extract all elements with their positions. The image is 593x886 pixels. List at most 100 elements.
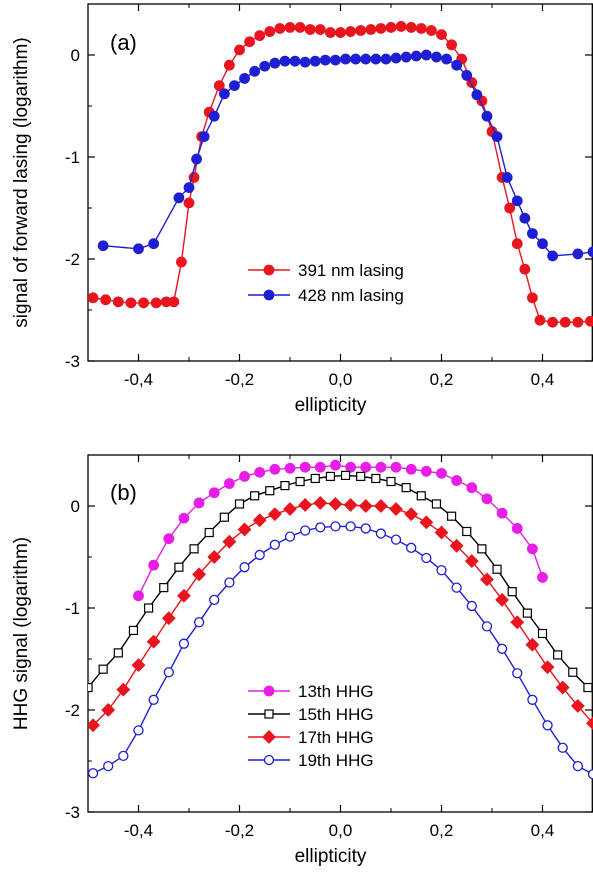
data-point (421, 552, 432, 564)
legend-label: 19th HHG (298, 751, 374, 770)
x-axis-title: ellipticity (295, 395, 367, 416)
data-point (133, 590, 144, 602)
series-line (88, 474, 589, 689)
data-point (192, 567, 207, 582)
series-17th-hhg (88, 496, 593, 733)
legend-marker (263, 754, 275, 766)
series-15th-hhg (88, 470, 593, 693)
data-point (265, 486, 275, 496)
data-point (330, 521, 341, 532)
chart-panel-b: -0,4 -0,2 0,0 0,2 0,4 0 -1 -2 -3 ellipticity HHG s… (11, 454, 593, 867)
y-tick-label: -3 (65, 803, 80, 822)
series-19th-hhg (88, 521, 593, 780)
legend-entry: 391 nm lasing (248, 261, 404, 280)
data-point (389, 502, 403, 516)
data-point (405, 22, 417, 33)
data-point (431, 51, 442, 63)
data-point (289, 55, 301, 67)
data-point (148, 559, 160, 571)
data-point (404, 507, 419, 522)
data-point (189, 544, 199, 554)
data-point (113, 648, 123, 658)
data-point (239, 471, 250, 482)
data-point (370, 53, 382, 65)
data-point (254, 466, 266, 478)
data-point (471, 89, 483, 101)
data-point (98, 664, 108, 674)
data-point (587, 769, 593, 780)
data-point (116, 682, 131, 697)
data-point (100, 294, 112, 306)
data-point (419, 515, 434, 530)
data-point (537, 628, 548, 639)
data-point (527, 292, 538, 304)
data-point (174, 562, 184, 572)
data-point (371, 473, 381, 484)
data-point (274, 23, 286, 34)
data-point (436, 467, 447, 479)
data-point (269, 57, 281, 69)
data-point (208, 487, 220, 499)
data-point (249, 65, 261, 77)
data-point (360, 523, 371, 534)
data-point (373, 499, 388, 513)
data-point (219, 512, 229, 522)
data-point (295, 476, 305, 487)
data-point (547, 250, 558, 262)
series-line (103, 54, 593, 257)
data-point (350, 53, 362, 65)
data-point (511, 238, 523, 250)
y-tick-label: 0 (71, 46, 80, 65)
data-point (280, 481, 290, 491)
data-point (252, 513, 267, 528)
data-point (481, 493, 493, 505)
data-point (481, 621, 493, 632)
data-point (527, 228, 538, 239)
data-point (198, 131, 210, 143)
data-point (208, 110, 220, 122)
series-428-nm-lasing (97, 49, 593, 262)
data-point (330, 459, 341, 471)
data-point (405, 463, 417, 475)
y-axis-title: HHG signal (logarithm) (11, 537, 32, 730)
data-point (461, 70, 473, 81)
data-point (133, 725, 144, 736)
data-point (183, 197, 195, 209)
data-point (583, 682, 593, 693)
legend-marker (264, 709, 274, 719)
y-tick-label: -1 (65, 599, 80, 618)
data-point (390, 534, 402, 545)
data-point (585, 315, 593, 327)
data-point (395, 21, 407, 32)
data-point (88, 682, 93, 693)
data-point (400, 51, 412, 63)
data-point (425, 25, 437, 36)
data-point (504, 202, 516, 214)
data-point (239, 73, 250, 84)
x-tick-label: 0,2 (430, 370, 454, 389)
data-point (420, 49, 432, 61)
data-point (355, 25, 367, 36)
legend-label: 15th HHG (298, 705, 374, 724)
data-point (250, 491, 260, 501)
data-point (168, 296, 180, 308)
data-point (223, 478, 235, 489)
legend-label: 13th HHG (298, 682, 374, 701)
data-point (553, 650, 563, 660)
data-point (254, 30, 266, 42)
data-point (572, 248, 584, 260)
data-point (148, 694, 159, 705)
legend-entry: 17th HHG (248, 728, 374, 747)
panel-label: (a) (110, 30, 137, 55)
data-point (237, 522, 252, 537)
data-point (234, 499, 245, 509)
data-point (224, 577, 235, 588)
data-point (466, 600, 477, 612)
data-point (294, 22, 306, 33)
data-point (209, 594, 220, 605)
data-point (431, 499, 442, 509)
data-point (304, 24, 316, 35)
data-point (324, 27, 336, 38)
y-tick-label: -3 (65, 352, 80, 371)
data-point (434, 525, 449, 540)
